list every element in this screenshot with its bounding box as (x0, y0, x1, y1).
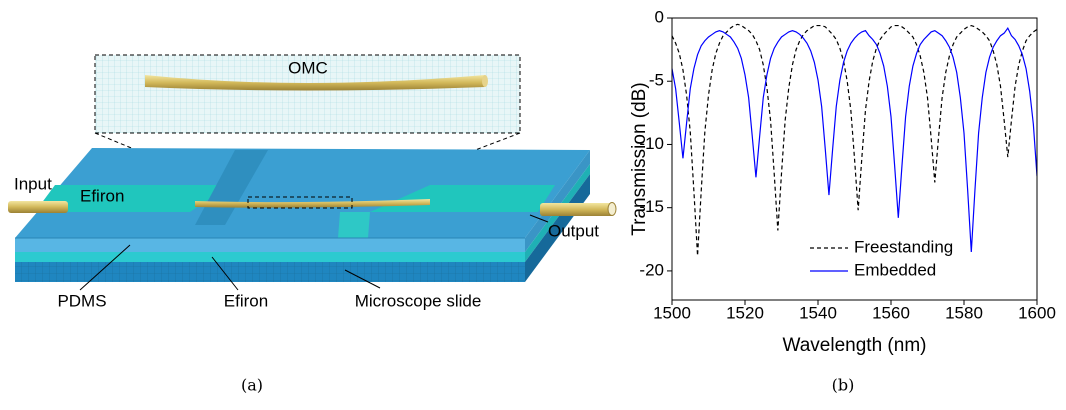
label: Microscope slide (355, 291, 482, 310)
label: OMC (288, 58, 328, 77)
device-diagram: OMC Input Efiron Output PDMS Efiron Micr… (8, 55, 616, 395)
x-tick-label: 1560 (872, 303, 910, 322)
y-tick-label: 0 (655, 7, 664, 26)
x-axis-label: Wavelength (nm) (783, 335, 927, 356)
fiber-end (608, 203, 616, 216)
y-axis-label: Transmission (dB) (629, 82, 650, 235)
x-tick-label: 1580 (945, 303, 983, 322)
input-fiber (8, 201, 68, 213)
y-tick-label: -20 (639, 260, 664, 279)
label: Efiron (224, 291, 268, 310)
page: {"diagram": {"labels": {"omc": "OMC", "i… (0, 0, 1066, 410)
x-tick-label: 1600 (1018, 303, 1056, 322)
y-tick-label: -5 (649, 71, 664, 90)
label: PDMS (57, 291, 106, 310)
series-line (672, 24, 1037, 255)
label: Output (548, 221, 599, 240)
caption: (a) (241, 376, 263, 395)
legend-label: Embedded (854, 260, 936, 279)
label: Efiron (80, 186, 124, 205)
omc-end (482, 75, 488, 87)
output-fiber (540, 203, 614, 216)
efiron-front (15, 252, 525, 262)
pdms-front (15, 238, 525, 252)
x-tick-label: 1500 (653, 303, 691, 322)
x-tick-label: 1520 (726, 303, 764, 322)
label: Input (14, 174, 52, 193)
groove (338, 212, 370, 238)
caption: (b) (832, 376, 855, 395)
series-line (672, 28, 1037, 252)
figure: OMC Input Efiron Output PDMS Efiron Micr… (0, 0, 1066, 410)
legend-label: Freestanding (854, 237, 953, 256)
x-tick-label: 1540 (799, 303, 837, 322)
